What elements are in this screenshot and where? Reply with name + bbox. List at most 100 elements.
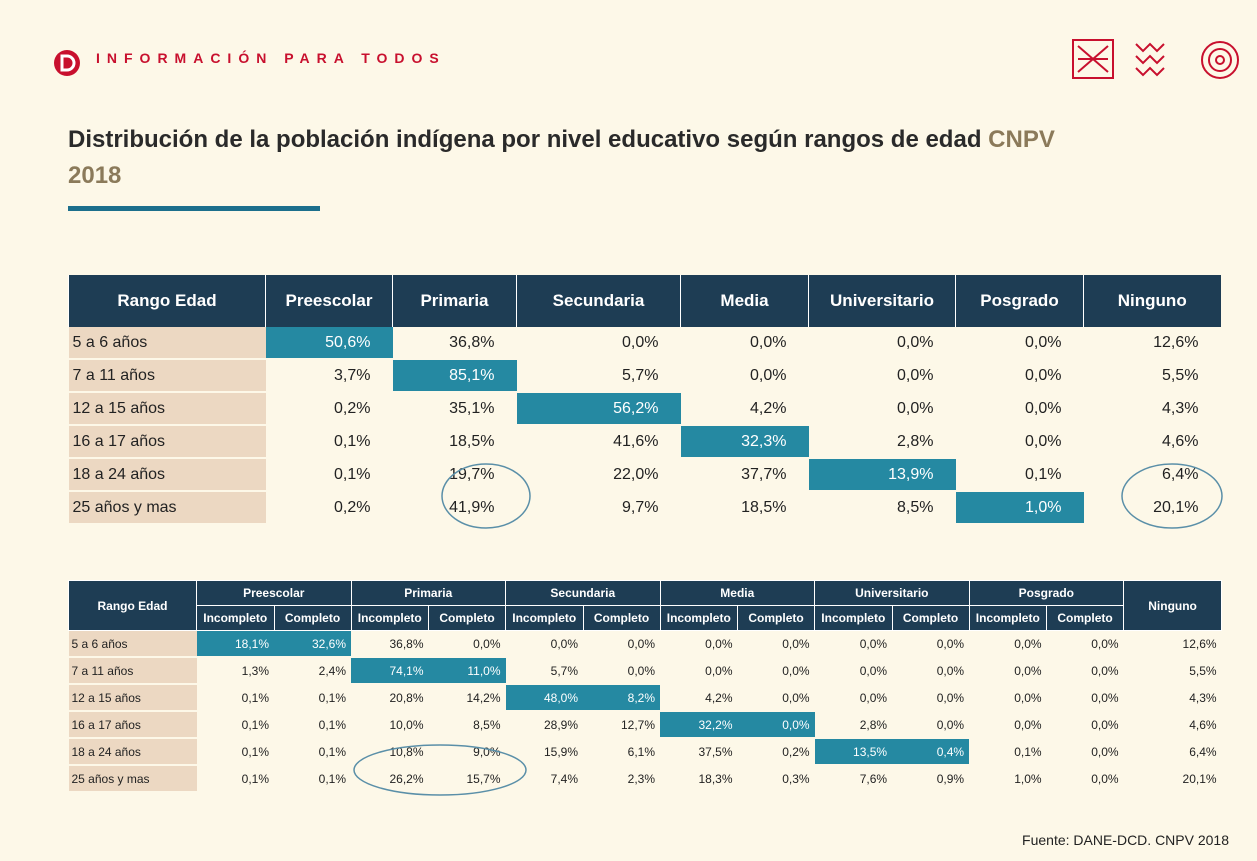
cell: 0,2% — [737, 738, 815, 766]
row-label: 25 años y mas — [68, 491, 266, 525]
subheader: Incompleto — [350, 605, 430, 631]
cell: 18,3% — [660, 765, 738, 793]
cell: 0,0% — [808, 327, 956, 360]
cell: 8,5% — [808, 491, 956, 525]
subheader: Completo — [582, 605, 661, 631]
subheader: Completo — [428, 605, 507, 631]
cell: 4,2% — [680, 392, 809, 426]
cell: 4,6% — [1083, 425, 1221, 459]
cell: 15,7% — [428, 765, 506, 793]
title-text: Distribución de la población indígena po… — [68, 126, 982, 153]
title: Distribución de la población indígena po… — [68, 122, 1058, 194]
cell: 12,6% — [1083, 327, 1221, 360]
row: 12 a 15 años 0,2% 35,1% 56,2% 4,2% 0,0% 0,0% 4,… — [68, 392, 1221, 426]
cell: 1,0% — [969, 765, 1047, 793]
cell: 7,6% — [814, 765, 893, 793]
cell: 0,1% — [196, 738, 274, 766]
cell: 37,7% — [680, 458, 809, 492]
cell: 28,9% — [505, 711, 584, 739]
cell: 15,9% — [505, 738, 584, 766]
cell: 6,1% — [583, 738, 661, 766]
cell: 0,0% — [428, 630, 506, 658]
cell: 0,0% — [814, 684, 893, 712]
cell: 0,4% — [892, 738, 970, 766]
cell: 0,0% — [737, 711, 815, 739]
cell: 0,0% — [583, 657, 661, 685]
group-header: Media — [659, 580, 816, 606]
table-summary: Rango Edad Preescolar Primaria Secundaria Me… — [68, 275, 1221, 525]
cell: 12,6% — [1123, 630, 1222, 658]
subheader: Incompleto — [659, 605, 739, 631]
cell: 32,2% — [660, 711, 738, 739]
header-cell: Ninguno — [1083, 275, 1221, 327]
cell: 0,0% — [955, 327, 1084, 360]
cell: 26,2% — [351, 765, 429, 793]
cell: 20,1% — [1083, 491, 1221, 525]
row-label: 7 a 11 años — [68, 657, 197, 685]
cell: 0,0% — [969, 711, 1047, 739]
cell: 50,6% — [265, 327, 393, 360]
cell: 9,0% — [428, 738, 506, 766]
group-header: Secundaria — [505, 580, 661, 606]
row-label: 16 a 17 años — [68, 425, 266, 459]
header-cell: Primaria — [392, 275, 517, 327]
cell: 3,7% — [265, 359, 393, 393]
cell: 48,0% — [505, 684, 584, 712]
subheader: Incompleto — [505, 605, 584, 631]
cell: 8,5% — [428, 711, 506, 739]
cell: 4,6% — [1123, 711, 1222, 739]
header-cell: Preescolar — [265, 275, 393, 327]
subheader-row: Incompleto Completo Incompleto Completo Inco… — [69, 605, 1222, 631]
header-row: Rango Edad Preescolar Primaria Secundaria Me… — [68, 275, 1221, 327]
row: 16 a 17 años 0,1% 0,1% 10,0% 8,5% 28,9% 12,7% 3… — [68, 711, 1222, 739]
group-header: Primaria — [350, 580, 507, 606]
cell: 22,0% — [516, 458, 681, 492]
decor-icons — [1072, 39, 1239, 79]
header-cell: Ninguno — [1123, 580, 1223, 631]
cell: 0,1% — [969, 738, 1047, 766]
cell: 0,1% — [196, 765, 274, 793]
group-row: Rango Edad Preescolar Primaria Secundaria Me… — [68, 580, 1223, 631]
cell: 0,0% — [1046, 630, 1124, 658]
group-header: Posgrado — [968, 580, 1125, 606]
source: Fuente: DANE-DCD. CNPV 2018 — [1022, 832, 1229, 848]
table-detail: Rango Edad Preescolar Primaria Secundaria Me… — [68, 580, 1223, 793]
subheader: Incompleto — [814, 605, 893, 631]
cell: 5,7% — [505, 657, 584, 685]
cell: 56,2% — [516, 392, 681, 426]
cell: 6,4% — [1083, 458, 1221, 492]
cell: 36,8% — [351, 630, 429, 658]
row: 16 a 17 años 0,1% 18,5% 41,6% 32,3% 2,8% 0,0% 4… — [68, 425, 1221, 459]
cell: 20,8% — [351, 684, 429, 712]
cell: 0,0% — [955, 425, 1084, 459]
cell: 19,7% — [392, 458, 517, 492]
row: 5 a 6 años 18,1% 32,6% 36,8% 0,0% 0,0% 0,0% 0,0… — [68, 630, 1222, 658]
cell: 0,1% — [274, 684, 352, 712]
cell: 0,9% — [892, 765, 970, 793]
cell: 0,0% — [969, 657, 1047, 685]
row: 5 a 6 años 50,6% 36,8% 0,0% 0,0% 0,0% 0,0% 12,6… — [68, 327, 1221, 360]
cell: 18,5% — [680, 491, 809, 525]
cell: 0,1% — [196, 711, 274, 739]
cell: 0,0% — [737, 657, 815, 685]
cell: 13,5% — [814, 738, 893, 766]
header-cell: Universitario — [808, 275, 956, 327]
cell: 0,1% — [274, 765, 352, 793]
cell: 0,0% — [1046, 711, 1124, 739]
cell: 0,0% — [505, 630, 584, 658]
cell: 0,1% — [955, 458, 1084, 492]
cell: 4,3% — [1123, 684, 1222, 712]
cell: 35,1% — [392, 392, 517, 426]
table-body: 5 a 6 años 50,6% 36,8% 0,0% 0,0% 0,0% 0,0% 12,6… — [68, 327, 1221, 525]
cell: 0,3% — [737, 765, 815, 793]
cell: 0,0% — [660, 630, 738, 658]
title-rule — [68, 206, 320, 211]
cell: 5,5% — [1083, 359, 1221, 393]
subheader: Completo — [891, 605, 970, 631]
cell: 0,2% — [265, 491, 393, 525]
cell: 2,4% — [274, 657, 352, 685]
cell: 37,5% — [660, 738, 738, 766]
header-cell: Secundaria — [516, 275, 681, 327]
cell: 0,0% — [892, 711, 970, 739]
cell: 0,0% — [892, 684, 970, 712]
